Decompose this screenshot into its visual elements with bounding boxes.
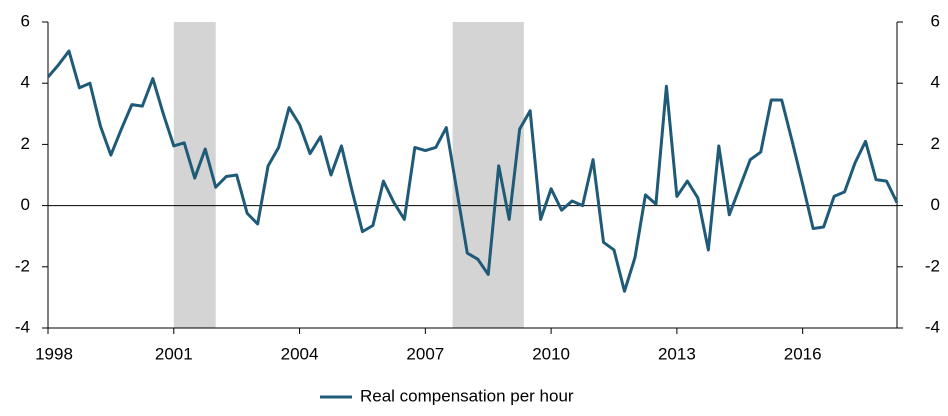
y2-tick-label: -2 [925,256,940,275]
y-tick-label: 0 [21,195,30,214]
y2-tick-label: 6 [931,11,940,30]
y-tick-label: 2 [21,134,30,153]
y2-tick-label: -4 [925,317,940,336]
y-tick-label: -4 [15,317,30,336]
x-tick-label: 2007 [406,344,444,363]
y-tick-label: -2 [15,256,30,275]
y2-tick-label: 2 [931,134,940,153]
x-tick-label: 1998 [35,344,73,363]
series-line [46,49,899,293]
x-tick-label: 2013 [658,344,696,363]
y2-tick-label: 0 [931,195,940,214]
shaded-period [452,22,524,328]
y2-tick-label: 4 [931,73,940,92]
y-tick-label: 6 [21,11,30,30]
x-tick-label: 2016 [784,344,822,363]
y-tick-label: 4 [21,73,30,92]
x-tick-label: 2001 [155,344,193,363]
x-tick-label: 2004 [281,344,319,363]
legend-label: Real compensation per hour [360,386,574,405]
x-tick-label: 2010 [532,344,570,363]
